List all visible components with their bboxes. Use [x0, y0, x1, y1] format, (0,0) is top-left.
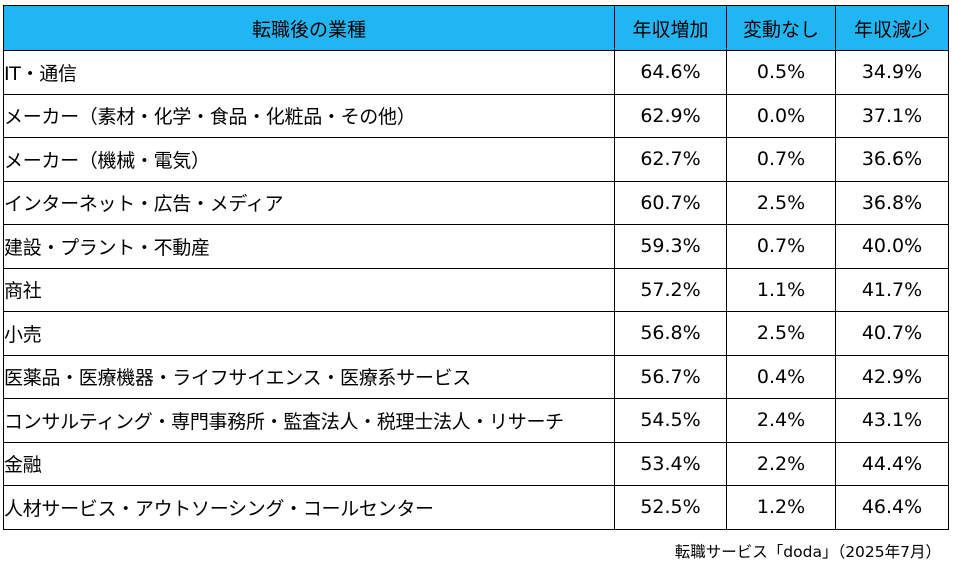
decrease-cell: 43.1% [835, 398, 949, 443]
unchanged-cell: 0.4% [726, 354, 836, 399]
decrease-cell: 40.0% [835, 224, 949, 269]
unchanged-cell: 1.1% [726, 267, 836, 312]
unchanged-cell: 2.5% [726, 311, 836, 356]
source-note: 転職サービス「doda」（2025年7月） [674, 543, 941, 561]
industry-cell: 建設・プラント・不動産 [3, 224, 615, 269]
industry-cell: メーカー（機械・電気） [3, 137, 615, 182]
increase-cell: 54.5% [614, 398, 727, 443]
decrease-cell: 36.8% [835, 180, 949, 225]
industry-cell: メーカー（素材・化学・食品・化粧品・その他） [3, 93, 615, 138]
header-industry: 転職後の業種 [3, 5, 615, 51]
increase-cell: 64.6% [614, 50, 727, 95]
decrease-cell: 37.1% [835, 93, 949, 138]
table-row: 建設・プラント・不動産 59.3% 0.7% 40.0% [3, 224, 949, 269]
industry-cell: 商社 [3, 267, 615, 312]
increase-cell: 62.9% [614, 93, 727, 138]
industry-cell: インターネット・広告・メディア [3, 180, 615, 225]
table-row: 金融 53.4% 2.2% 44.4% [3, 441, 949, 486]
unchanged-cell: 2.4% [726, 398, 836, 443]
decrease-cell: 36.6% [835, 137, 949, 182]
unchanged-cell: 2.5% [726, 180, 836, 225]
decrease-cell: 34.9% [835, 50, 949, 95]
increase-cell: 59.3% [614, 224, 727, 269]
table-header-row: 転職後の業種 年収増加 変動なし 年収減少 [3, 5, 949, 51]
unchanged-cell: 0.7% [726, 224, 836, 269]
increase-cell: 53.4% [614, 441, 727, 486]
increase-cell: 56.7% [614, 354, 727, 399]
increase-cell: 57.2% [614, 267, 727, 312]
industry-cell: 人材サービス・アウトソーシング・コールセンター [3, 485, 615, 530]
table-row: コンサルティング・専門事務所・監査法人・税理士法人・リサーチ 54.5% 2.4% 4… [3, 398, 949, 443]
unchanged-cell: 1.2% [726, 485, 836, 530]
table-row: 商社 57.2% 1.1% 41.7% [3, 267, 949, 312]
industry-salary-table: 転職後の業種 年収増加 変動なし 年収減少 IT・通信 64.6% 0.5% 34.9… [3, 5, 949, 530]
increase-cell: 52.5% [614, 485, 727, 530]
header-decrease: 年収減少 [835, 5, 949, 51]
table-row: インターネット・広告・メディア 60.7% 2.5% 36.8% [3, 180, 949, 225]
decrease-cell: 42.9% [835, 354, 949, 399]
table-row: メーカー（素材・化学・食品・化粧品・その他） 62.9% 0.0% 37.1% [3, 93, 949, 138]
industry-cell: IT・通信 [3, 50, 615, 95]
decrease-cell: 46.4% [835, 485, 949, 530]
increase-cell: 60.7% [614, 180, 727, 225]
table-row: 医薬品・医療機器・ライフサイエンス・医療系サービス 56.7% 0.4% 42.9% [3, 354, 949, 399]
decrease-cell: 40.7% [835, 311, 949, 356]
unchanged-cell: 0.7% [726, 137, 836, 182]
table-row: 人材サービス・アウトソーシング・コールセンター 52.5% 1.2% 46.4% [3, 485, 949, 530]
increase-cell: 62.7% [614, 137, 727, 182]
industry-cell: 医薬品・医療機器・ライフサイエンス・医療系サービス [3, 354, 615, 399]
unchanged-cell: 0.0% [726, 93, 836, 138]
industry-cell: コンサルティング・専門事務所・監査法人・税理士法人・リサーチ [3, 398, 615, 443]
header-increase: 年収増加 [614, 5, 727, 51]
increase-cell: 56.8% [614, 311, 727, 356]
table-row: IT・通信 64.6% 0.5% 34.9% [3, 50, 949, 95]
unchanged-cell: 0.5% [726, 50, 836, 95]
decrease-cell: 41.7% [835, 267, 949, 312]
header-unchanged: 変動なし [726, 5, 836, 51]
decrease-cell: 44.4% [835, 441, 949, 486]
unchanged-cell: 2.2% [726, 441, 836, 486]
table-body: IT・通信 64.6% 0.5% 34.9% メーカー（素材・化学・食品・化粧品・その他… [3, 50, 949, 530]
table-row: 小売 56.8% 2.5% 40.7% [3, 311, 949, 356]
table-row: メーカー（機械・電気） 62.7% 0.7% 36.6% [3, 137, 949, 182]
industry-cell: 小売 [3, 311, 615, 356]
industry-cell: 金融 [3, 441, 615, 486]
